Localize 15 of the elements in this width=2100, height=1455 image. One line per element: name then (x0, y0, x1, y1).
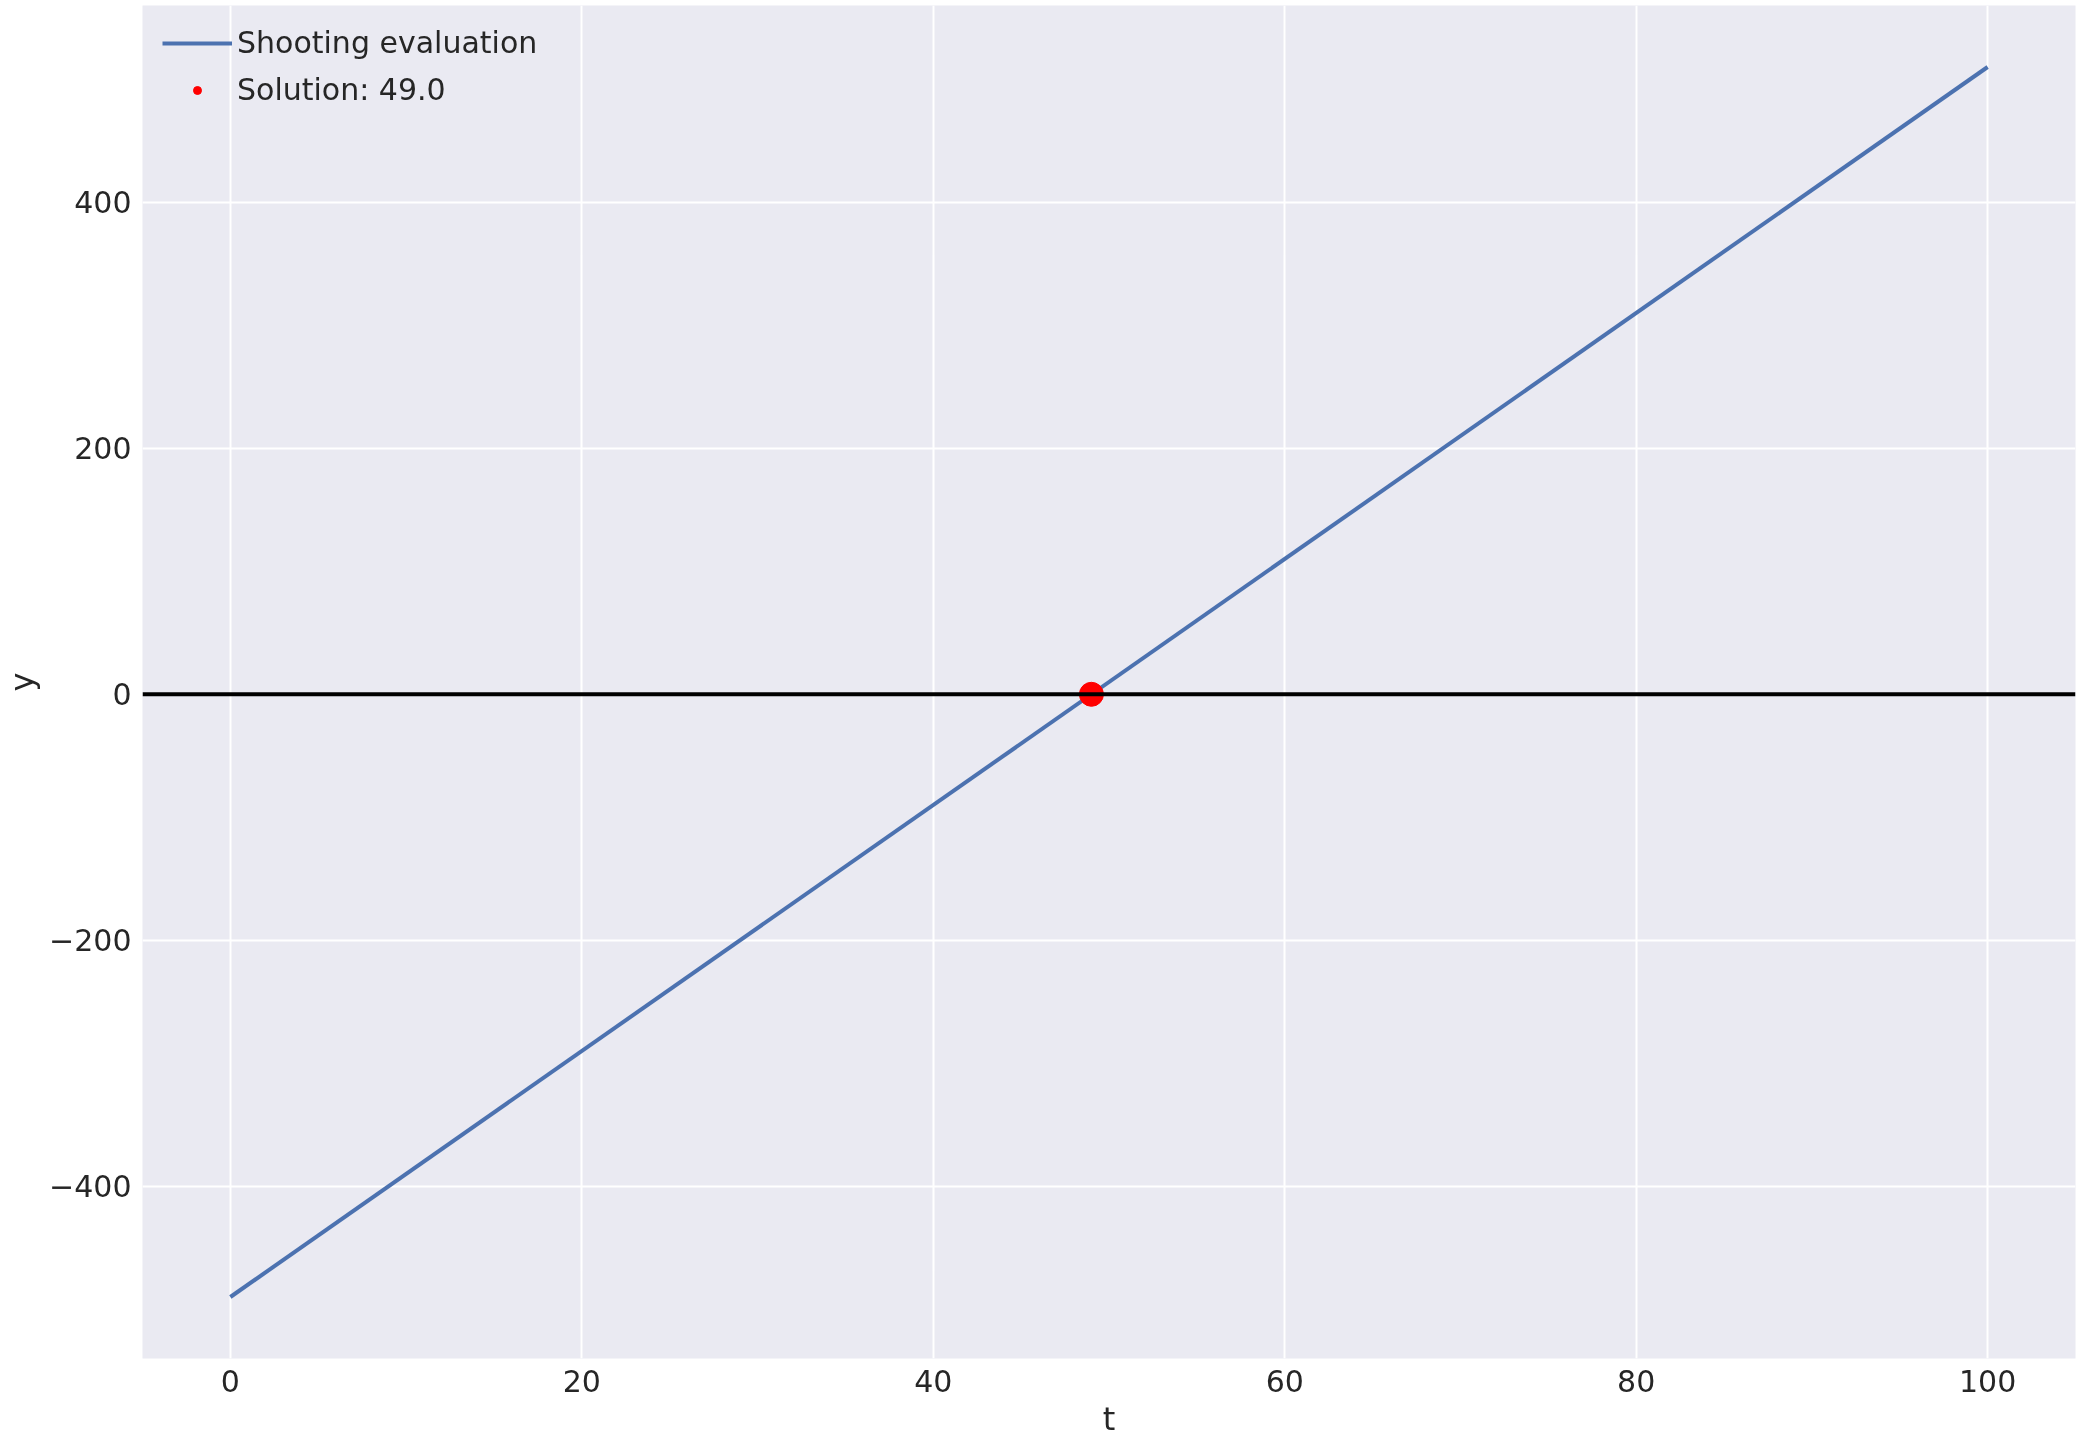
x-tick-label: 0 (220, 1363, 240, 1399)
y-tick-label: 200 (74, 431, 132, 467)
x-tick-label: 20 (562, 1363, 601, 1399)
y-axis-title: y (3, 672, 42, 692)
y-tick-label: −200 (49, 923, 132, 959)
legend-label: Solution: 49.0 (237, 72, 446, 107)
y-tick-label: 0 (112, 677, 132, 713)
x-tick-label: 40 (914, 1363, 953, 1399)
legend-label: Shooting evaluation (237, 25, 538, 60)
x-tick-label: 80 (1617, 1363, 1656, 1399)
x-tick-label: 100 (1959, 1363, 2017, 1399)
y-tick-label: 400 (74, 185, 132, 221)
x-tick-label: 60 (1265, 1363, 1304, 1399)
x-axis-title: t (1102, 1399, 1116, 1438)
y-tick-label: −400 (49, 1169, 132, 1205)
